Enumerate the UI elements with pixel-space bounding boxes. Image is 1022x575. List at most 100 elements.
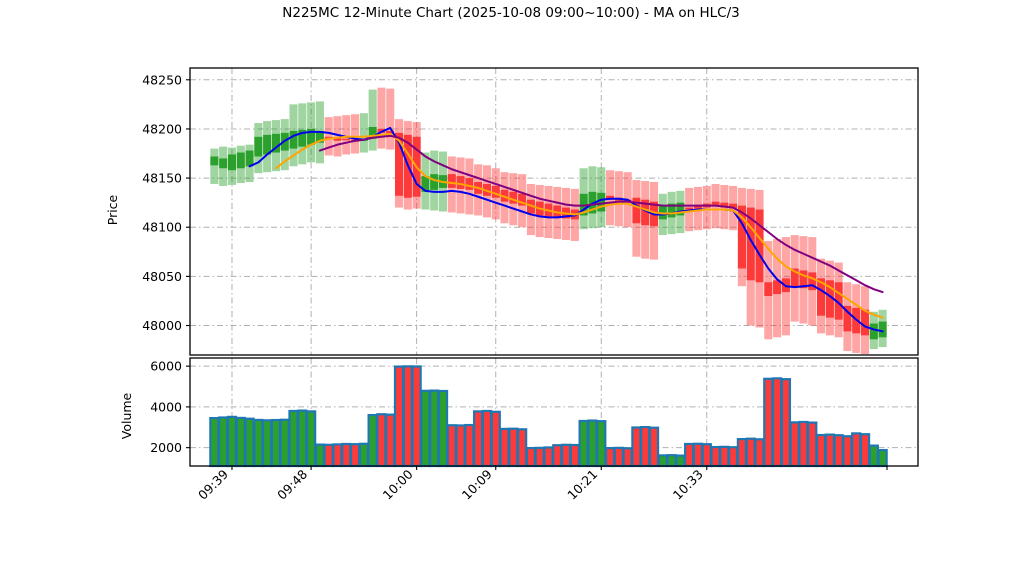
candlestick <box>342 115 351 155</box>
volume-bar <box>262 419 273 468</box>
candlestick <box>263 121 272 173</box>
candlestick <box>245 144 254 183</box>
candlestick <box>641 181 650 259</box>
volume-bar <box>754 438 765 468</box>
price-y-tick-label: 48100 <box>142 220 182 235</box>
volume-bar <box>323 443 334 468</box>
volume-bar <box>763 377 774 468</box>
moving-average-lines <box>248 126 884 333</box>
volume-bar <box>727 446 739 468</box>
volume-bar <box>560 443 572 468</box>
volume-y-axis-ticks: 2000 4000 6000 <box>150 359 190 455</box>
price-gridlines <box>190 68 918 355</box>
volume-bar <box>420 389 431 468</box>
price-y-tick-label: 48150 <box>142 171 182 186</box>
volume-bar <box>771 377 783 468</box>
ma-line <box>248 126 884 333</box>
candlestick <box>535 184 544 238</box>
volume-bar <box>446 424 457 468</box>
candlestick <box>597 167 606 228</box>
volume-bar <box>297 409 308 468</box>
volume-bar <box>736 438 748 468</box>
volume-bar <box>376 413 387 468</box>
candlestick <box>386 88 395 150</box>
candlestick <box>808 237 817 326</box>
volume-bar <box>358 442 370 468</box>
volume-bar <box>815 433 827 468</box>
volume-y-tick-label: 6000 <box>150 359 182 374</box>
volume-bar <box>305 410 317 468</box>
candlestick <box>377 87 386 149</box>
volume-bar <box>367 413 378 468</box>
volume-bar <box>666 454 677 468</box>
candlestick <box>843 282 852 352</box>
candlestick <box>825 260 834 336</box>
candlestick <box>860 286 870 355</box>
volume-bar <box>640 425 651 468</box>
volume-bar <box>253 418 264 468</box>
price-y-tick-label: 48000 <box>142 318 182 333</box>
volume-bar <box>596 420 607 468</box>
candlestick <box>649 182 659 260</box>
volume-bar <box>490 410 501 468</box>
chart-title: N225MC 12-Minute Chart (2025-10-08 09:00… <box>282 5 739 21</box>
volume-y-tick-label: 4000 <box>150 399 182 414</box>
volume-bar <box>473 410 484 468</box>
candlestick <box>799 236 808 324</box>
volume-bar <box>385 413 396 468</box>
volume-bar <box>226 415 238 468</box>
candlestick <box>421 152 430 210</box>
candlestick <box>447 156 456 213</box>
volume-bar <box>402 365 413 468</box>
candlestick <box>254 123 263 174</box>
volume-bar <box>780 378 792 468</box>
volume-bar <box>411 365 422 468</box>
candlestick <box>737 187 746 287</box>
volume-bar <box>464 423 475 468</box>
candlestick <box>456 157 465 214</box>
candlestick <box>764 240 773 340</box>
volume-bar <box>675 454 686 468</box>
volume-bar <box>587 419 598 468</box>
candlestick <box>518 174 527 228</box>
price-axis-label: Price <box>105 194 120 225</box>
volume-bar <box>798 420 809 468</box>
volume-axis-label: Volume <box>119 392 134 439</box>
volume-bar <box>543 446 554 468</box>
price-axis-frame <box>189 67 919 356</box>
volume-bar <box>631 426 642 468</box>
volume-bar <box>209 417 220 468</box>
ma-line <box>318 134 884 294</box>
candlestick <box>210 148 219 184</box>
candlestick <box>351 114 360 154</box>
volume-bar <box>429 389 440 468</box>
volume-bar <box>569 443 581 468</box>
volume-bar <box>437 389 449 468</box>
price-y-tick-label: 48050 <box>142 269 182 284</box>
volume-bar <box>279 418 290 468</box>
candlestick <box>702 185 711 230</box>
volume-bar <box>393 365 405 468</box>
volume-bar <box>552 444 563 468</box>
volume-bar <box>349 443 361 468</box>
volume-bar <box>613 446 624 468</box>
volume-bar <box>499 427 510 468</box>
candlestick <box>579 168 588 230</box>
volume-bar <box>842 435 853 468</box>
candlestick <box>227 147 237 185</box>
volume-bar <box>877 449 888 468</box>
candlestick <box>755 189 764 328</box>
volume-bar <box>288 409 299 468</box>
volume-bar <box>508 427 519 468</box>
volume-bar <box>270 418 282 468</box>
volume-bar <box>859 433 871 468</box>
volume-bar <box>578 419 589 468</box>
volume-bar <box>235 416 246 468</box>
volume-bar <box>868 444 879 468</box>
price-y-tick-label: 48250 <box>142 72 182 87</box>
candlestick <box>588 166 597 229</box>
price-panel: 48000 48050 48100 48150 48200 48250 Price <box>105 67 919 356</box>
volume-bar <box>745 437 756 468</box>
candlestick <box>236 145 245 183</box>
